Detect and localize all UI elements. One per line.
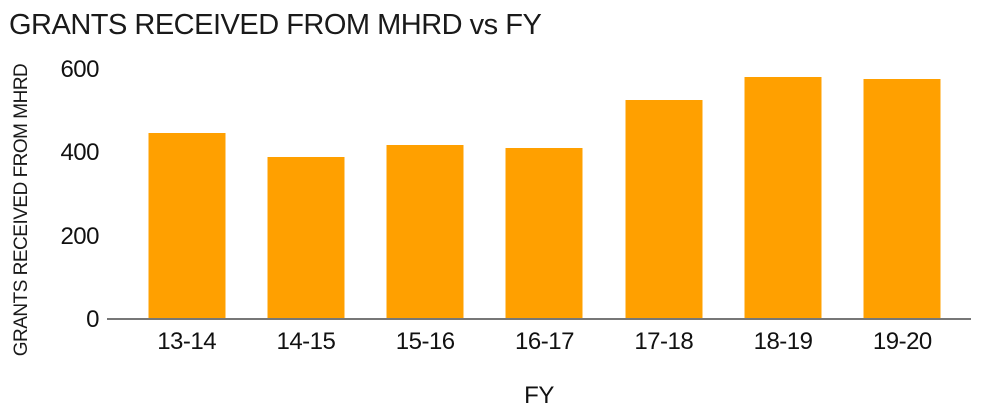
bar-13-14	[148, 133, 226, 320]
x-tick-label: 15-16	[395, 328, 455, 355]
bar-14-15	[267, 156, 345, 320]
bar-slot: 15-16	[366, 70, 485, 354]
x-tick-label: 13-14	[157, 328, 217, 355]
x-axis-line	[107, 318, 971, 320]
bar-16-17	[505, 148, 583, 320]
bar-slot: 13-14	[127, 70, 246, 354]
bar-17-18	[625, 100, 703, 320]
y-tick-label: 200	[60, 222, 99, 250]
bar-slot: 14-15	[246, 70, 365, 354]
bar-19-20	[863, 79, 941, 320]
bar-18-19	[744, 77, 822, 320]
bar-slot: 18-19	[723, 70, 842, 354]
y-tick-label: 600	[60, 56, 99, 83]
y-axis-label: GRANTS RECEIVED FROM MHRD	[11, 63, 32, 357]
x-tick-label: 19-20	[872, 328, 932, 355]
bar-slot: 17-18	[604, 70, 723, 354]
bar-15-16	[386, 144, 464, 320]
x-axis-label: FY	[524, 382, 554, 409]
bars-container: 13-14 14-15 15-16 16-17 17-18 18-19 19-20	[127, 70, 962, 354]
y-tick-label: 0	[86, 306, 99, 333]
bar-slot: 16-17	[485, 70, 604, 354]
x-tick-label: 18-19	[753, 328, 813, 355]
plot-area: 0 200 400 600 13-14 14-15 15-16 16-17 17-18 18-1…	[60, 58, 971, 354]
chart-title: GRANTS RECEIVED FROM MHRD vs FY	[9, 9, 542, 41]
x-tick-label: 14-15	[276, 328, 336, 355]
x-tick-label: 16-17	[515, 328, 574, 355]
x-tick-label: 17-18	[634, 328, 694, 355]
bar-slot: 19-20	[843, 70, 962, 354]
y-tick-label: 400	[60, 139, 99, 167]
